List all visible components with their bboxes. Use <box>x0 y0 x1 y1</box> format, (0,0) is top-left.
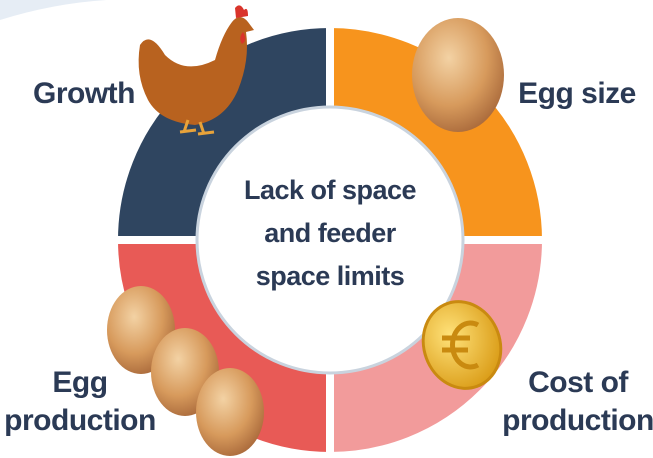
center-text: Lack of space <box>244 175 417 205</box>
label: production <box>502 404 653 437</box>
egg-icon <box>196 368 264 456</box>
corner-decoration <box>0 0 160 20</box>
egg-icon <box>412 18 504 132</box>
center-text: and feeder <box>264 218 397 248</box>
label: Egg size <box>518 77 636 110</box>
center-text: space limits <box>256 261 405 291</box>
page: Growth Egg size Egg production Cost of p… <box>0 0 653 458</box>
label: Egg <box>52 366 107 399</box>
label: production <box>4 404 156 437</box>
label: Cost of <box>528 366 629 399</box>
label: Growth <box>33 77 135 110</box>
diagram: Growth Egg size Egg production Cost of p… <box>0 0 653 458</box>
